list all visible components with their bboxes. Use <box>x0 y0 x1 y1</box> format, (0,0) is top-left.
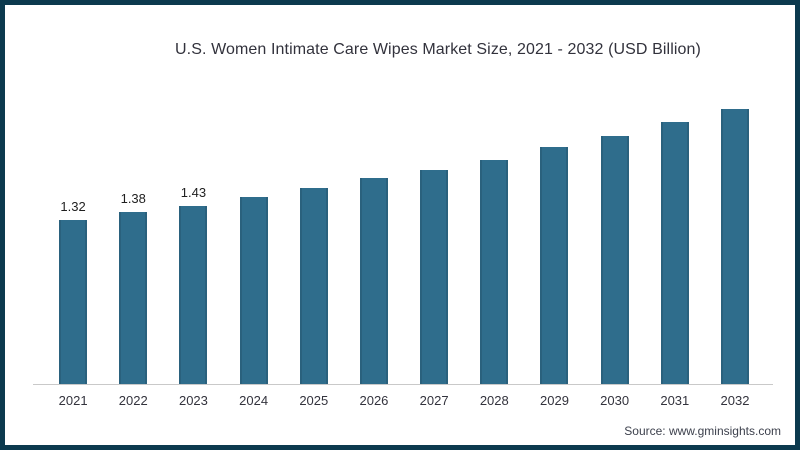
x-axis-label-2026: 2026 <box>359 393 389 408</box>
x-axis-label-2024: 2024 <box>239 393 269 408</box>
bar-2031 <box>660 122 689 384</box>
x-axis-label-2027: 2027 <box>419 393 449 408</box>
bar-column-2024: 2024 <box>224 85 284 408</box>
bar-column-2027: 2027 <box>404 85 464 408</box>
x-axis-label-2021: 2021 <box>58 393 88 408</box>
bar-2023 <box>179 205 208 384</box>
bar-column-2029: 2029 <box>524 85 584 408</box>
bar-2030 <box>600 136 629 384</box>
x-axis-line <box>33 384 773 385</box>
plot-area: 1.32 2021 1.38 2022 1.43 2023 2024 2025 2026 2027… <box>33 85 773 408</box>
x-axis-label-2030: 2030 <box>600 393 630 408</box>
source-credit: Source: www.gminsights.com <box>624 424 781 438</box>
bar-2021 <box>59 219 88 384</box>
bar-column-2022: 1.38 2022 <box>103 85 163 408</box>
x-axis-label-2022: 2022 <box>118 393 148 408</box>
x-axis-label-2032: 2032 <box>720 393 750 408</box>
bar-2024 <box>239 197 268 384</box>
bar-2022 <box>119 212 148 384</box>
value-label-2023: 1.43 <box>180 184 207 200</box>
x-axis-label-2031: 2031 <box>660 393 690 408</box>
bar-column-2031: 2031 <box>645 85 705 408</box>
value-label-2021: 1.32 <box>60 198 86 214</box>
x-axis-label-2023: 2023 <box>178 393 208 408</box>
value-label-2022: 1.38 <box>120 191 146 207</box>
bar-2027 <box>420 169 449 384</box>
bar-column-2025: 2025 <box>284 85 344 408</box>
bar-column-2032: 2032 <box>705 85 765 408</box>
bar-column-2026: 2026 <box>344 85 404 408</box>
x-axis-label-2028: 2028 <box>479 393 509 408</box>
bar-2029 <box>540 147 569 384</box>
bar-column-2021: 1.32 2021 <box>43 85 103 408</box>
bar-column-2030: 2030 <box>585 85 645 408</box>
bar-2032 <box>720 108 749 384</box>
bar-column-2028: 2028 <box>464 85 524 408</box>
x-axis-label-2029: 2029 <box>540 393 569 408</box>
bar-2026 <box>359 178 388 384</box>
bar-2025 <box>299 188 328 384</box>
bar-column-2023: 1.43 2023 <box>163 85 223 408</box>
x-axis-label-2025: 2025 <box>299 393 329 408</box>
chart-title: U.S. Women Intimate Care Wipes Market Si… <box>175 41 701 58</box>
bar-2028 <box>480 159 509 384</box>
